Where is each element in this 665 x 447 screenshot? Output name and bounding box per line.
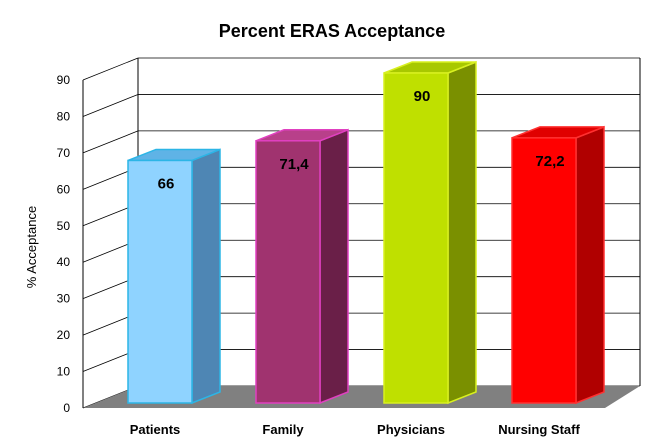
bar-front-face	[383, 72, 449, 404]
labels-layer: 66 Patients 71,4 Family 90 Physicians 72,2 Nurs…	[130, 88, 581, 437]
bar-side-face	[191, 148, 221, 405]
bar-nursing-staff	[511, 125, 605, 405]
side-gridline	[82, 130, 139, 154]
x-tick-label: Patients	[130, 422, 181, 437]
data-label: 66	[158, 175, 175, 192]
y-tick-label: 30	[57, 292, 71, 306]
x-tick-label: Physicians	[377, 422, 445, 437]
y-tick-label: 50	[57, 219, 71, 233]
bar-patients	[127, 148, 221, 405]
y-tick-label: 20	[57, 328, 71, 342]
bar-family	[255, 128, 349, 405]
data-label: 72,2	[535, 153, 564, 170]
y-tick-label: 70	[57, 146, 71, 160]
data-label: 71,4	[279, 156, 309, 173]
bar-front-face	[127, 159, 193, 404]
side-gridline	[82, 94, 139, 117]
y-tick-label: 0	[63, 401, 70, 415]
y-tick-label: 90	[57, 73, 71, 87]
bar-side-face	[319, 128, 349, 405]
y-tick-label: 10	[57, 365, 71, 379]
bar-physicians	[383, 60, 477, 405]
bar-front-face	[511, 137, 577, 404]
x-tick-label: Family	[262, 422, 304, 437]
bar-side-face	[447, 60, 477, 405]
bar-front-face	[255, 140, 321, 404]
bars-layer	[127, 60, 605, 405]
side-gridline	[82, 57, 139, 81]
y-tick-label: 60	[57, 182, 71, 196]
chart-title: Percent ERAS Acceptance	[219, 21, 445, 41]
y-tick-label: 40	[57, 255, 71, 269]
data-label: 90	[414, 88, 431, 105]
y-tick-label: 80	[57, 109, 71, 123]
chart-floor	[83, 386, 640, 408]
bar-side-face	[575, 125, 605, 405]
y-axis-label: % Acceptance	[24, 206, 39, 288]
x-tick-label: Nursing Staff	[498, 422, 580, 437]
